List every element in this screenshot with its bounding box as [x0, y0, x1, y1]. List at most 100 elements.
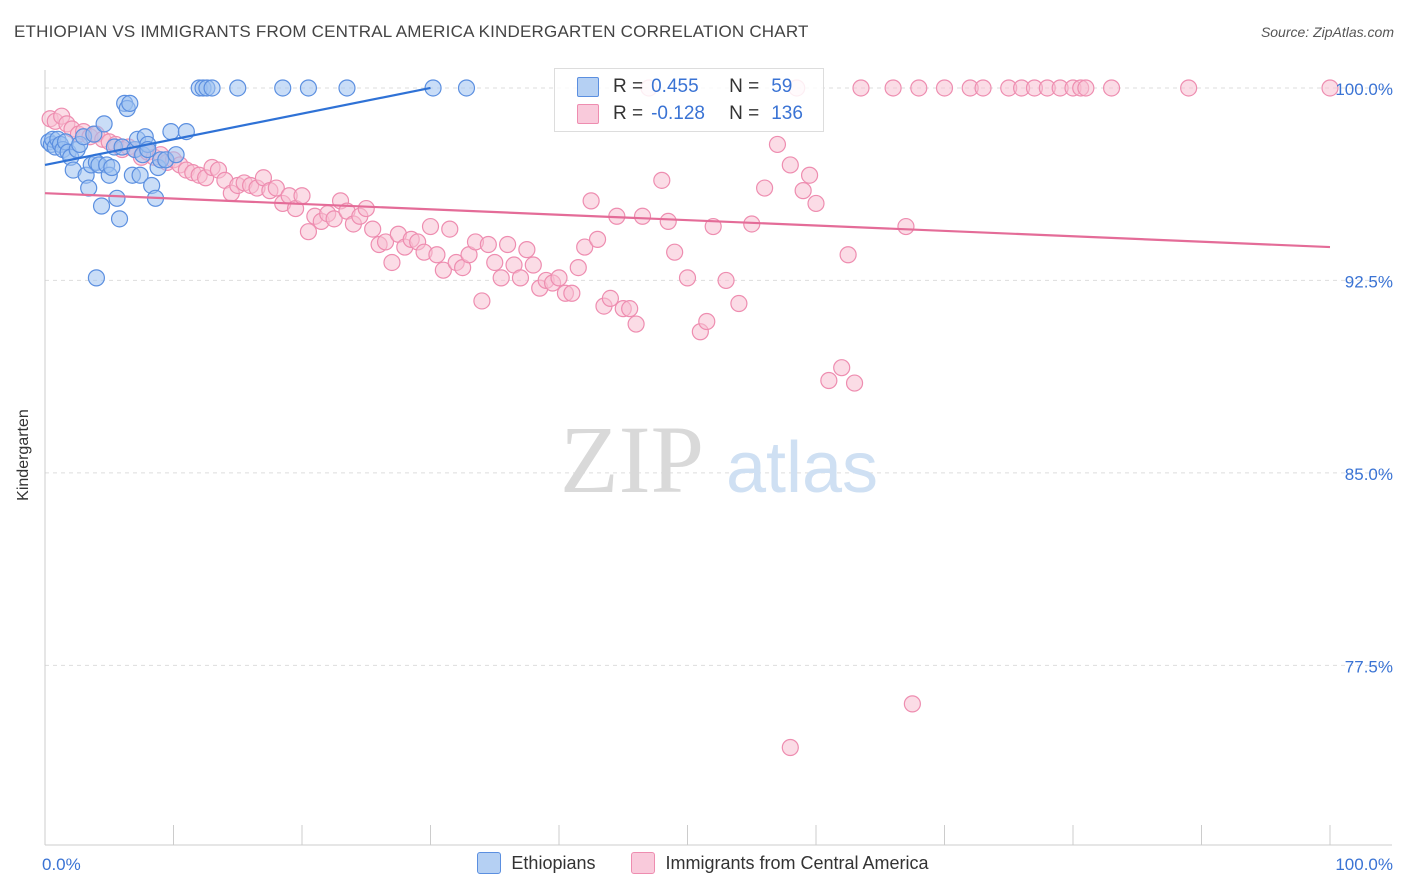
data-point-immigrants	[794, 182, 812, 200]
data-point-immigrants	[852, 79, 870, 97]
legend-label-immigrants: Immigrants from Central America	[665, 852, 929, 873]
data-point-immigrants	[678, 269, 697, 287]
legend-n-label: N =	[729, 76, 760, 97]
data-point-ethiopians	[131, 166, 149, 184]
legend-swatch-pink	[577, 104, 599, 124]
data-point-immigrants	[781, 156, 799, 174]
data-point-immigrants	[299, 223, 318, 241]
data-point-immigrants	[698, 312, 716, 331]
data-point-immigrants	[364, 220, 382, 238]
legend-item-immigrants[interactable]: Immigrants from Central America	[631, 852, 929, 874]
data-point-immigrants	[845, 374, 864, 392]
data-point-ethiopians	[80, 179, 98, 197]
data-point-immigrants	[730, 294, 748, 313]
data-point-immigrants	[441, 220, 459, 238]
source-credit: Source: ZipAtlas.com	[1260, 24, 1394, 40]
data-point-immigrants	[833, 359, 851, 377]
data-point-ethiopians	[167, 146, 185, 164]
legend-swatch-blue	[477, 852, 502, 874]
data-point-immigrants	[582, 192, 600, 210]
watermark-atlas: atlas	[726, 428, 878, 508]
data-point-immigrants	[704, 217, 722, 236]
series-legend: Ethiopians Immigrants from Central Ameri…	[0, 852, 1406, 874]
data-point-ethiopians	[229, 79, 247, 97]
data-point-immigrants	[755, 179, 774, 197]
data-point-immigrants	[473, 292, 491, 310]
data-point-immigrants	[897, 217, 915, 236]
data-point-ethiopians	[338, 79, 356, 97]
data-point-immigrants	[935, 79, 954, 97]
legend-n-label: N =	[729, 103, 760, 124]
data-point-ethiopians	[110, 210, 129, 228]
data-point-immigrants	[903, 695, 921, 713]
data-point-immigrants	[479, 235, 497, 254]
grid-lines	[45, 87, 1392, 666]
legend-n-value: 136	[771, 103, 803, 124]
data-point-immigrants	[492, 269, 510, 287]
data-point-ethiopians	[108, 189, 126, 207]
data-point-immigrants	[621, 300, 639, 318]
data-point-immigrants	[633, 207, 652, 225]
data-point-immigrants	[910, 79, 928, 97]
y-tick-label: 92.5%	[1345, 272, 1393, 291]
data-point-immigrants	[839, 246, 857, 264]
data-point-immigrants	[563, 284, 581, 302]
legend-row-ethiopians: R = 0.455 N = 59	[577, 75, 792, 99]
y-tick-label: 100.0%	[1335, 80, 1393, 99]
data-point-immigrants	[569, 258, 587, 277]
data-point-immigrants	[1077, 79, 1095, 97]
trend-lines	[44, 86, 1331, 249]
data-point-ethiopians	[92, 197, 111, 215]
data-point-immigrants	[884, 79, 902, 97]
data-point-immigrants	[576, 238, 594, 256]
data-point-immigrants	[974, 79, 992, 97]
x-tick-label-max: 100.0%	[1335, 855, 1393, 874]
data-point-ethiopians	[85, 125, 103, 143]
data-point-immigrants	[820, 371, 838, 390]
data-point-immigrants	[1180, 79, 1198, 97]
data-point-immigrants	[768, 135, 787, 154]
y-tick-label: 85.0%	[1345, 465, 1393, 484]
legend-swatch-blue	[577, 77, 599, 97]
legend-swatch-pink	[631, 852, 656, 874]
data-point-immigrants	[601, 289, 620, 307]
data-point-immigrants	[550, 269, 568, 287]
trend-line-ethiopians	[44, 86, 431, 167]
data-point-immigrants	[627, 315, 645, 333]
tick-labels: 100.0% 92.5% 85.0% 77.5% 0.0% 100.0%	[42, 80, 1393, 874]
data-point-immigrants	[659, 212, 677, 231]
legend-item-ethiopians[interactable]: Ethiopians	[477, 852, 595, 874]
data-point-immigrants	[1321, 79, 1339, 97]
data-point-immigrants	[421, 217, 440, 236]
data-point-immigrants	[781, 738, 799, 757]
legend-r-label: R =	[613, 103, 644, 124]
data-point-ethiopians	[95, 115, 113, 133]
data-point-immigrants	[653, 171, 671, 189]
stats-legend: R = 0.455 N = 59 R = -0.128 N = 136	[554, 68, 824, 132]
data-point-ethiopians	[274, 79, 292, 97]
data-point-immigrants	[666, 243, 684, 261]
legend-label-ethiopians: Ethiopians	[511, 852, 596, 873]
data-point-immigrants	[376, 233, 395, 251]
data-point-ethiopians	[203, 79, 221, 97]
chart-title: ETHIOPIAN VS IMMIGRANTS FROM CENTRAL AME…	[14, 22, 809, 41]
data-point-immigrants	[511, 269, 530, 287]
axes	[44, 70, 1392, 846]
data-point-immigrants	[807, 194, 825, 213]
data-point-ethiopians	[87, 269, 106, 287]
x-tick-label-min: 0.0%	[42, 855, 81, 874]
data-point-ethiopians	[299, 79, 318, 97]
data-point-immigrants	[267, 179, 285, 197]
data-point-immigrants	[357, 199, 375, 218]
data-point-immigrants	[1102, 79, 1121, 97]
trend-line-immigrants	[44, 192, 1331, 249]
legend-r-value: 0.455	[651, 76, 699, 97]
data-point-immigrants	[518, 241, 536, 259]
data-point-immigrants	[588, 230, 607, 248]
data-point-immigrants	[499, 235, 517, 254]
data-point-immigrants	[524, 256, 542, 274]
legend-r-label: R =	[613, 76, 644, 97]
data-point-immigrants	[325, 210, 343, 228]
data-point-ethiopians	[457, 79, 476, 97]
